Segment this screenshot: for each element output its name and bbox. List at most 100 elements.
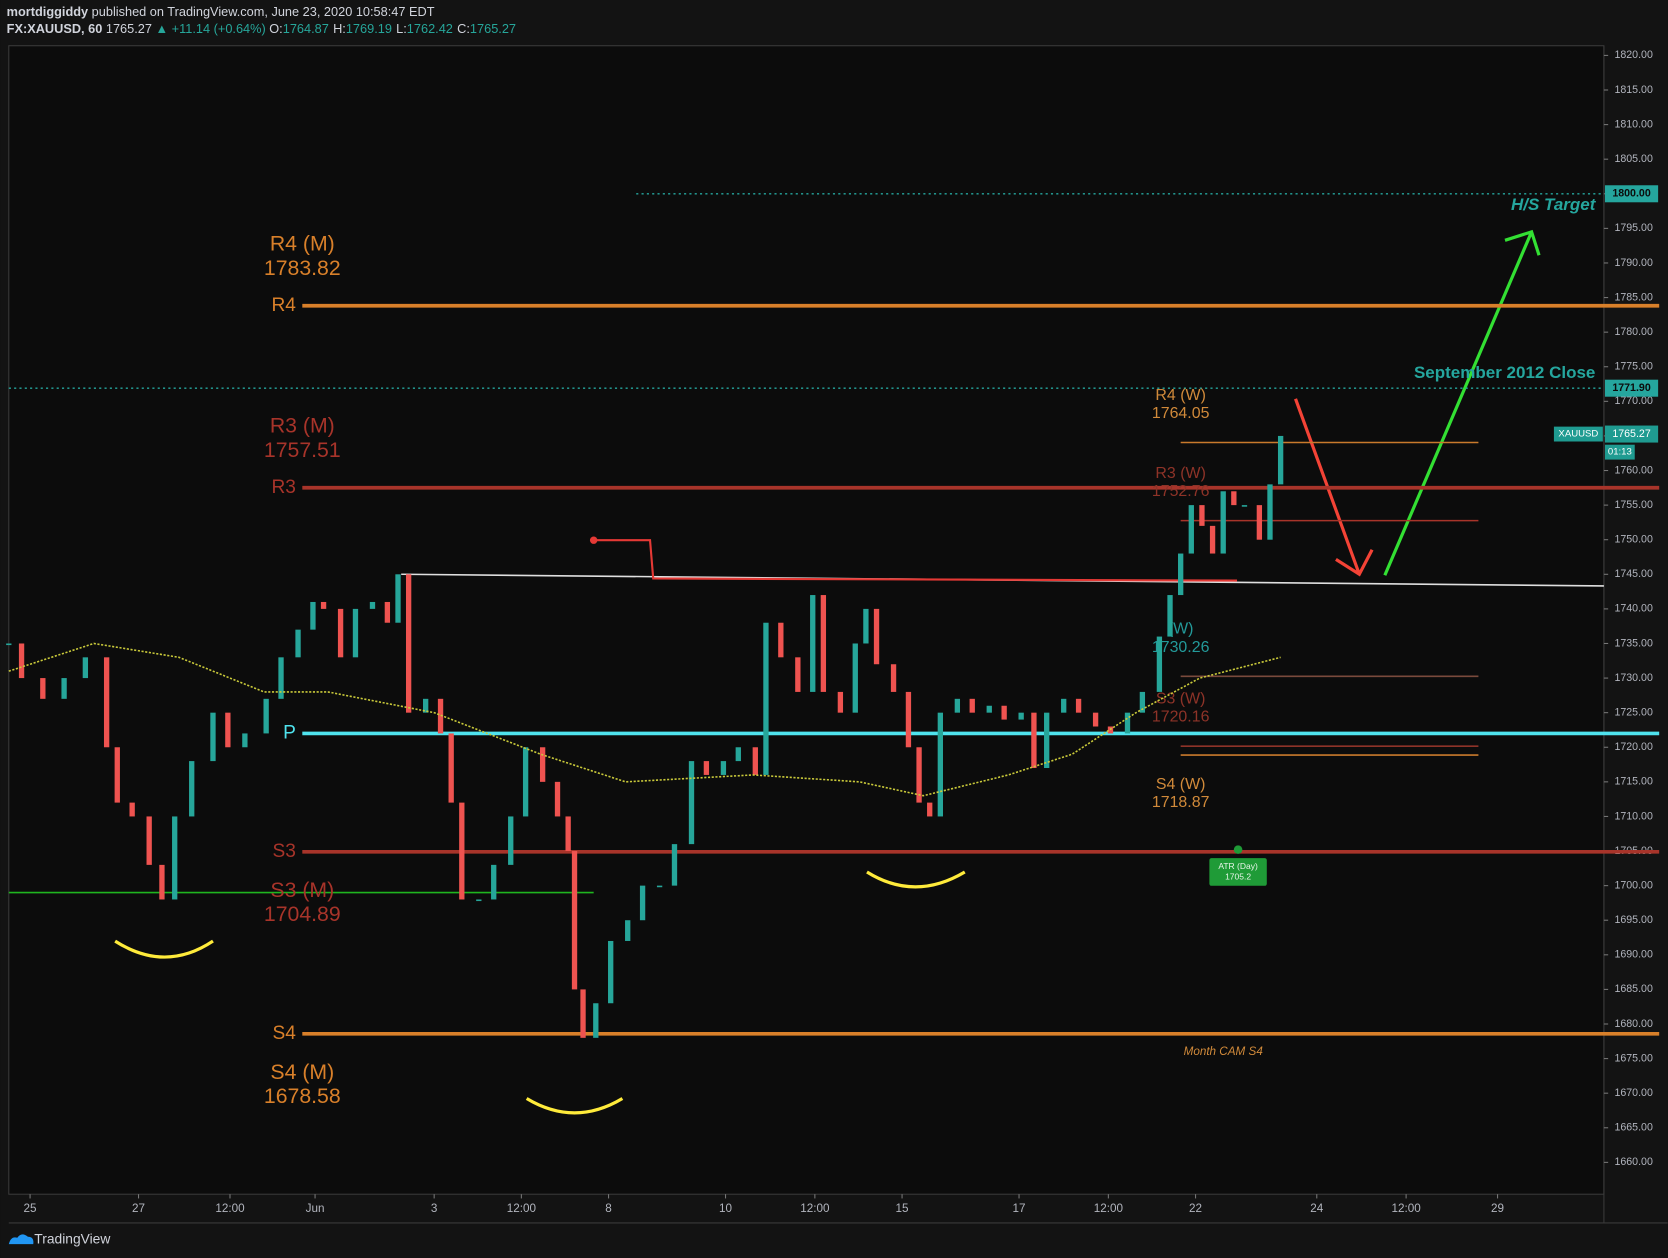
y-tick-label: 1715.00 xyxy=(1614,776,1652,788)
candle xyxy=(795,657,801,692)
level-name: S4 (W) xyxy=(1156,776,1206,793)
marker-box xyxy=(1209,858,1267,886)
y-tick-label: 1760.00 xyxy=(1614,464,1652,476)
candle xyxy=(476,899,482,902)
candle xyxy=(405,574,412,713)
candle xyxy=(320,601,327,609)
change: ▲ +11.14 (+0.64%) xyxy=(156,21,266,36)
y-tick-label: 1795.00 xyxy=(1614,222,1652,234)
arc xyxy=(866,870,966,889)
candle xyxy=(890,664,897,692)
x-tick-label: Jun xyxy=(306,1202,325,1215)
candle xyxy=(565,816,571,852)
y-tick-label: 1740.00 xyxy=(1614,603,1652,615)
candle xyxy=(114,747,120,803)
brand: TradingView xyxy=(34,1231,111,1247)
candle xyxy=(459,802,465,900)
candle xyxy=(1167,595,1173,637)
candle xyxy=(384,601,391,623)
candle xyxy=(954,698,961,713)
candle xyxy=(189,761,195,817)
candle xyxy=(863,608,869,644)
y-tick-label: 1685.00 xyxy=(1614,983,1652,995)
y-tick-label: 1815.00 xyxy=(1614,84,1652,96)
candle xyxy=(820,595,827,692)
y-tick-label: 1770.00 xyxy=(1614,395,1652,407)
candle xyxy=(422,698,429,713)
ohlc-value: 1762.42 xyxy=(407,21,453,36)
logo-icon xyxy=(8,1234,34,1245)
y-tick-label: 1730.00 xyxy=(1614,672,1652,684)
ohlc-value: 1769.19 xyxy=(346,21,392,36)
y-tick-label: 1745.00 xyxy=(1614,568,1652,580)
level-name: R4 (W) xyxy=(1155,387,1205,404)
symbol-tag-label: XAUUSD xyxy=(1558,429,1598,440)
published: published on TradingView.com, June 23, 2… xyxy=(92,4,435,19)
x-tick-label: 29 xyxy=(1491,1202,1504,1215)
candle xyxy=(522,747,529,817)
candle xyxy=(873,608,880,665)
candle xyxy=(593,1003,599,1038)
level-value: 1718.87 xyxy=(1152,794,1210,811)
y-tick-label: 1670.00 xyxy=(1614,1087,1652,1099)
candle xyxy=(40,678,46,699)
candle xyxy=(310,601,316,630)
axis-tag xyxy=(1604,185,1659,203)
candle xyxy=(1220,491,1226,554)
level-name: R3 (W) xyxy=(1155,465,1205,482)
level-name: S3 (W) xyxy=(1156,691,1206,708)
candle xyxy=(352,608,359,658)
level-value: 1704.89 xyxy=(264,902,341,926)
x-tick-label: 12:00 xyxy=(215,1202,245,1215)
candle xyxy=(295,629,301,658)
y-tick-label: 1780.00 xyxy=(1614,326,1652,338)
candle xyxy=(608,940,614,1004)
candle xyxy=(395,574,401,623)
candle xyxy=(1199,505,1205,526)
ohlc: O:1764.87 H:1769.19 L:1762.42 C:1765.27 xyxy=(269,21,516,36)
candle xyxy=(437,698,444,734)
marker-name: ATR (Day) xyxy=(1218,861,1258,871)
x-tick-label: 25 xyxy=(24,1202,38,1215)
candle xyxy=(580,989,586,1038)
y-tick-label: 1725.00 xyxy=(1614,706,1652,718)
candle xyxy=(1018,712,1024,720)
level-value: 1720.16 xyxy=(1152,709,1210,726)
candle xyxy=(1241,505,1248,507)
level-tag: S4 xyxy=(273,1023,297,1044)
level-annotation: H/S Target xyxy=(1511,195,1597,214)
drawings xyxy=(114,229,1604,1115)
axis-tag-label: 1800.00 xyxy=(1612,188,1650,200)
candle xyxy=(720,761,727,775)
candle xyxy=(1092,712,1099,727)
y-tick-label: 1660.00 xyxy=(1614,1156,1652,1168)
y-tick-label: 1690.00 xyxy=(1614,949,1652,961)
candle xyxy=(539,747,546,782)
candle xyxy=(210,712,216,762)
moving-average xyxy=(8,642,1281,797)
candle xyxy=(639,885,646,921)
level-tag: R3 xyxy=(271,477,295,498)
candle xyxy=(571,851,578,990)
y-tick-label: 1700.00 xyxy=(1614,879,1652,891)
candle xyxy=(1139,691,1146,713)
candle xyxy=(1209,525,1216,554)
candle xyxy=(1267,484,1273,540)
level-tag: S3 xyxy=(273,841,296,862)
level-name: R3 (M) xyxy=(270,414,335,438)
level-value: 1752.76 xyxy=(1152,483,1210,500)
candle xyxy=(1031,712,1037,769)
candle xyxy=(146,816,152,865)
x-tick-label: 10 xyxy=(719,1202,733,1215)
arc xyxy=(114,939,214,959)
candle xyxy=(369,601,376,609)
candle xyxy=(1061,698,1067,713)
y-tick-label: 1755.00 xyxy=(1614,499,1652,511)
candle xyxy=(986,705,992,713)
level-tag: R4 xyxy=(271,295,296,316)
candle xyxy=(852,643,858,713)
step-dot xyxy=(589,536,598,544)
x-tick-label: 8 xyxy=(605,1202,612,1215)
plot-area xyxy=(8,45,1605,1195)
